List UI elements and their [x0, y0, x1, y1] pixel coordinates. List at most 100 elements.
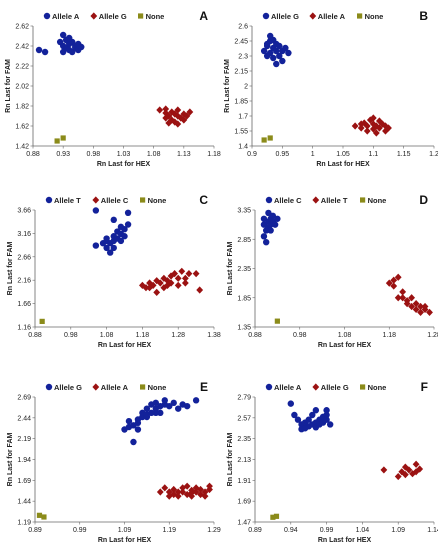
data-point — [323, 416, 330, 423]
data-point — [261, 137, 267, 143]
series-none — [261, 135, 273, 143]
data-point — [405, 466, 413, 474]
series-allele-c — [139, 267, 204, 296]
data-point — [157, 409, 164, 417]
data-point — [143, 413, 151, 421]
data-point — [351, 122, 359, 130]
data-point — [201, 492, 209, 500]
y-tick-label: 2.19 — [17, 436, 31, 443]
legend-label: None — [368, 383, 387, 392]
data-point — [287, 400, 294, 407]
data-point — [134, 426, 142, 433]
data-point — [179, 484, 187, 492]
y-tick-label: 2.3 — [238, 54, 248, 61]
data-point — [390, 276, 398, 284]
data-point — [409, 470, 416, 478]
data-point — [130, 438, 137, 446]
data-point — [357, 120, 365, 128]
data-point — [206, 482, 213, 490]
x-axis-label: Rn Last for HEX — [318, 537, 372, 544]
legend-label: None — [368, 196, 387, 205]
data-point — [174, 281, 182, 289]
legend-label: None — [146, 12, 165, 21]
data-point — [399, 288, 407, 296]
legend-label: Allele G — [321, 383, 349, 392]
y-tick-label: 1.47 — [237, 520, 251, 527]
legend-marker — [312, 196, 320, 204]
data-point — [168, 116, 176, 124]
y-tick-label: 3.66 — [17, 208, 31, 215]
data-point — [282, 44, 289, 52]
series-none — [36, 512, 47, 520]
y-tick-label: 1.44 — [17, 499, 31, 506]
series-allele-a — [287, 400, 334, 433]
legend-marker — [92, 383, 100, 391]
data-point — [271, 221, 279, 228]
data-point — [394, 294, 402, 302]
y-tick-label: 1.82 — [15, 104, 29, 111]
panel-b: 0.9 0.95 1 1.05 1.1 1.15 1.2 1.4 1.55 1.7 1.85 2 2.1… — [224, 9, 438, 168]
legend-label: Allele G — [271, 12, 299, 21]
y-tick-label: 1.7 — [238, 114, 248, 121]
data-point — [399, 294, 407, 302]
data-point — [376, 124, 383, 132]
data-point — [181, 274, 189, 282]
x-tick-label: 1.09 — [391, 527, 405, 534]
y-tick-label: 1.91 — [237, 478, 251, 485]
data-point — [260, 233, 268, 240]
data-point — [121, 225, 128, 233]
data-point — [273, 47, 280, 55]
y-axis-label: Rn Last for FAM — [224, 59, 231, 113]
panel-letter: A — [199, 9, 208, 23]
data-point — [174, 488, 182, 496]
data-point — [110, 216, 117, 224]
data-point — [267, 135, 273, 141]
data-point — [60, 135, 66, 141]
data-point — [357, 124, 365, 132]
series-none — [270, 513, 280, 520]
x-tick-label: 0.88 — [26, 151, 40, 158]
legend-label: Allele C — [101, 196, 129, 205]
data-point — [267, 49, 274, 57]
legend-marker — [45, 383, 53, 391]
data-point — [59, 48, 67, 56]
data-point — [401, 471, 409, 479]
y-tick-label: 2.85 — [237, 237, 251, 244]
data-point — [323, 411, 330, 419]
data-point — [360, 119, 368, 127]
data-point — [180, 110, 188, 118]
legend-marker — [92, 196, 100, 204]
data-point — [162, 109, 170, 117]
data-point — [273, 60, 280, 68]
data-point — [59, 31, 67, 39]
data-point — [417, 308, 424, 316]
legend-marker — [357, 13, 363, 19]
series-allele-g — [156, 105, 194, 128]
data-point — [92, 242, 100, 249]
legend-label: Allele T — [54, 196, 81, 205]
data-point — [372, 129, 380, 137]
legend-marker — [90, 12, 98, 20]
data-point — [156, 488, 164, 496]
data-point — [174, 112, 182, 120]
series-allele-t — [385, 273, 433, 316]
data-point — [323, 407, 330, 414]
data-point — [165, 119, 173, 127]
data-point — [171, 118, 179, 126]
data-point — [54, 138, 60, 144]
x-tick-label: 1.19 — [162, 527, 176, 534]
data-point — [408, 294, 416, 302]
data-point — [121, 233, 128, 240]
x-tick-label: 0.98 — [293, 332, 307, 339]
y-tick-label: 1.16 — [17, 325, 31, 332]
legend-marker — [309, 12, 317, 20]
data-point — [142, 284, 150, 292]
y-tick-label: 2 — [244, 84, 248, 91]
x-tick-label: 0.99 — [320, 527, 334, 534]
data-point — [426, 308, 433, 316]
data-point — [186, 108, 194, 116]
legend-marker — [138, 13, 144, 19]
data-point — [174, 106, 182, 114]
data-point — [294, 416, 302, 423]
y-tick-label: 1.62 — [15, 124, 29, 131]
